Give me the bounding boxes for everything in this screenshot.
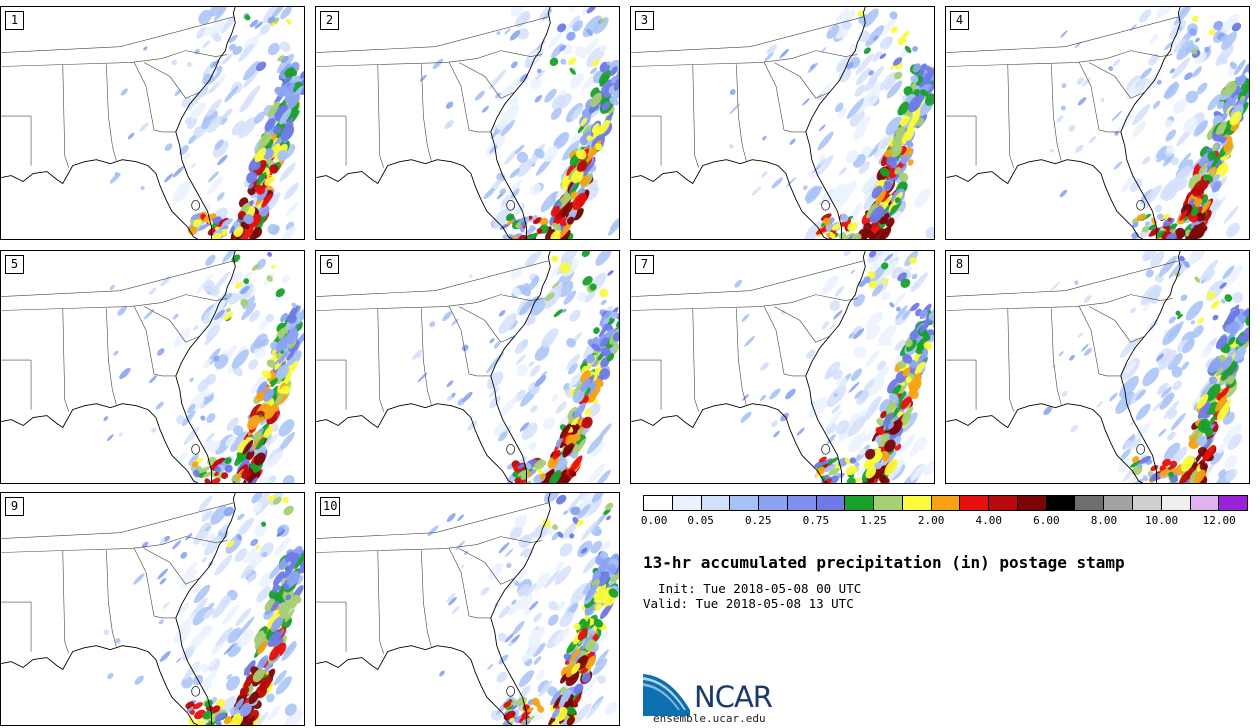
member-number-label: 4 [950, 11, 969, 30]
init-time: Init: Tue 2018-05-08 00 UTC [643, 581, 862, 596]
member-number-label: 2 [320, 11, 339, 30]
colorbar-tick-label: 2.00 [917, 514, 945, 527]
colorbar-tick-label: 1.25 [860, 514, 887, 527]
precip-map [631, 251, 934, 483]
member-number-label: 10 [320, 497, 341, 516]
colorbar-segment [1161, 496, 1191, 510]
ensemble-member-map: 4 [945, 6, 1250, 240]
colorbar-segment [644, 496, 673, 510]
colorbar-segment [845, 496, 875, 510]
colorbar-segment [787, 496, 817, 510]
colorbar-tick-label: 0.00 [640, 514, 668, 527]
colorbar-segment [874, 496, 903, 510]
ensemble-member-map: 3 [630, 6, 935, 240]
colorbar-tick-label: 0.05 [687, 514, 714, 527]
precip-map [316, 7, 619, 239]
ensemble-member-map: 9 [0, 492, 305, 726]
colorbar-tick-label: 4.00 [975, 514, 1002, 527]
colorbar-segment [931, 496, 961, 510]
precip-map [631, 7, 934, 239]
member-number-label: 5 [5, 255, 24, 274]
member-number-label: 6 [320, 255, 339, 274]
valid-time: Valid: Tue 2018-05-08 13 UTC [643, 596, 854, 611]
ensemble-member-map: 1 [0, 6, 305, 240]
colorbar-segment [1017, 496, 1047, 510]
ncar-logo-icon [643, 674, 690, 716]
colorbar-segment [672, 496, 702, 510]
colorbar-segment [1075, 496, 1105, 510]
colorbar-tick-label: 0.25 [744, 514, 772, 527]
chart-title: 13-hr accumulated precipitation (in) pos… [643, 553, 1125, 572]
colorbar-tick-label: 8.00 [1090, 514, 1118, 527]
colorbar-segment [1104, 496, 1134, 510]
logo-url: ensemble.ucar.edu [653, 712, 766, 725]
ensemble-member-map: 5 [0, 250, 305, 484]
colorbar-segment [1133, 496, 1162, 510]
colorbar-labels: 0.00 0.05 0.25 0.75 1.25 2.00 4.00 6.00 8.00 10.0… [640, 514, 1248, 530]
colorbar-segment [989, 496, 1018, 510]
colorbar-segment [759, 496, 788, 510]
colorbar-segment [730, 496, 760, 510]
precip-map [1, 251, 304, 483]
member-number-label: 7 [635, 255, 654, 274]
logo-text: NCAR [694, 680, 773, 714]
colorbar-tick-label: 10.00 [1145, 514, 1179, 527]
colorbar-segment [1046, 496, 1076, 510]
ensemble-member-map: 7 [630, 250, 935, 484]
colorbar-segment [902, 496, 932, 510]
member-number-label: 3 [635, 11, 654, 30]
member-number-label: 1 [5, 11, 24, 30]
colorbar-segment [701, 496, 731, 510]
colorbar-segment [960, 496, 990, 510]
colorbar-tick-label: 0.75 [802, 514, 830, 527]
member-number-label: 8 [950, 255, 969, 274]
colorbar-segment [816, 496, 846, 510]
ensemble-member-map: 8 [945, 250, 1250, 484]
precip-map [946, 251, 1249, 483]
colorbar-segment [1219, 496, 1248, 510]
ensemble-member-map: 10 [315, 492, 620, 726]
precip-map [946, 7, 1249, 239]
ensemble-member-map: 2 [315, 6, 620, 240]
colorbar-tick-label: 6.00 [1033, 514, 1060, 527]
precip-map [316, 493, 619, 725]
precipitation-colorbar [643, 495, 1248, 511]
precip-map [1, 7, 304, 239]
precip-map [316, 251, 619, 483]
member-number-label: 9 [5, 497, 24, 516]
precip-map [1, 493, 304, 725]
colorbar-segment [1190, 496, 1220, 510]
ensemble-member-map: 6 [315, 250, 620, 484]
colorbar-tick-label: 12.00 [1202, 514, 1236, 527]
